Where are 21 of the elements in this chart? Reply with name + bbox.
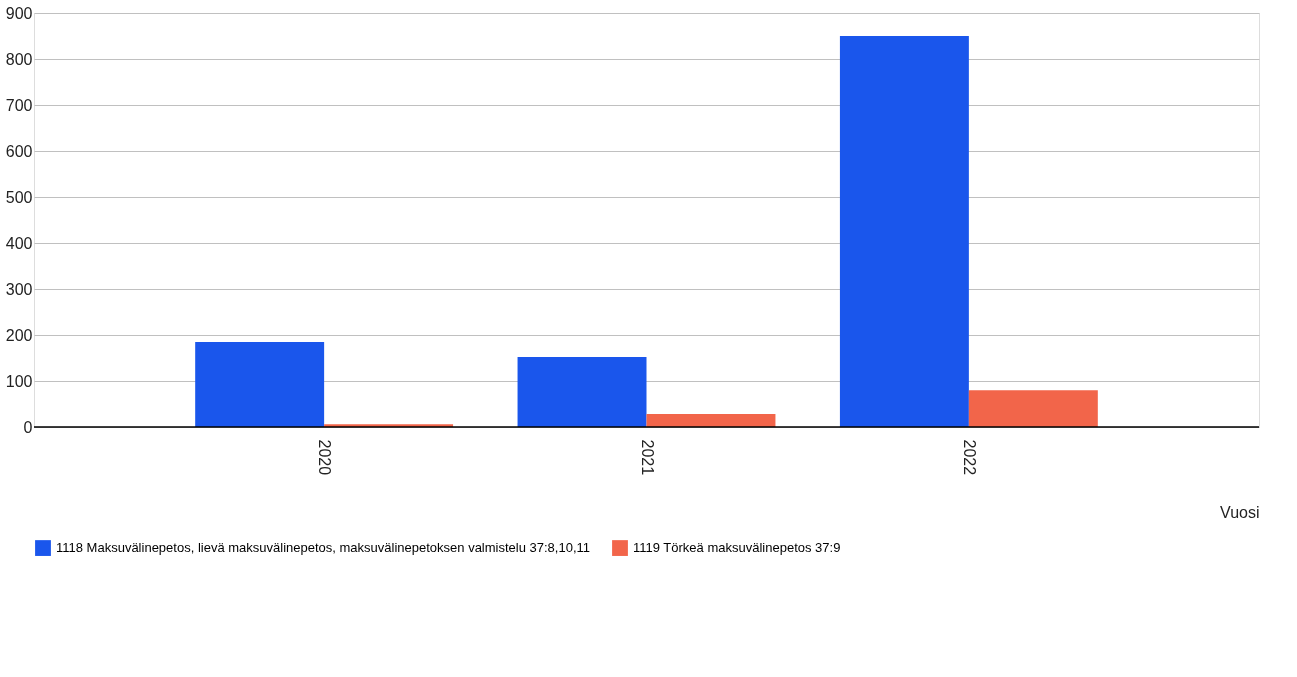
y-tick-label: 500 bbox=[5, 188, 33, 206]
bar bbox=[839, 36, 969, 427]
x-axis-title: Vuosi bbox=[1220, 504, 1260, 522]
bar bbox=[968, 390, 1098, 427]
legend-label: 1119 Törkeä maksuvälinepetos 37:9 bbox=[633, 540, 841, 556]
y-tick-label: 600 bbox=[5, 142, 33, 160]
y-tick-label: 900 bbox=[5, 4, 33, 22]
legend-label: 1118 Maksuvälinepetos, lievä maksuvälinepetos, maksuvälinepetoksen valmistelu 37:8,10,11 bbox=[56, 540, 591, 556]
bar bbox=[646, 414, 776, 427]
x-tick-label: 2022 bbox=[960, 439, 978, 476]
bar bbox=[517, 357, 647, 427]
y-tick-label: 100 bbox=[5, 372, 33, 390]
y-tick-label: 200 bbox=[5, 326, 33, 344]
x-tick-label: 2021 bbox=[638, 439, 656, 476]
y-tick-label: 800 bbox=[5, 50, 33, 68]
y-tick-label: 0 bbox=[23, 418, 33, 436]
y-tick-label: 700 bbox=[5, 96, 33, 114]
y-tick-label: 400 bbox=[5, 234, 33, 252]
x-tick-label: 2020 bbox=[316, 439, 334, 476]
bar bbox=[195, 341, 325, 427]
y-tick-label: 300 bbox=[5, 280, 33, 298]
